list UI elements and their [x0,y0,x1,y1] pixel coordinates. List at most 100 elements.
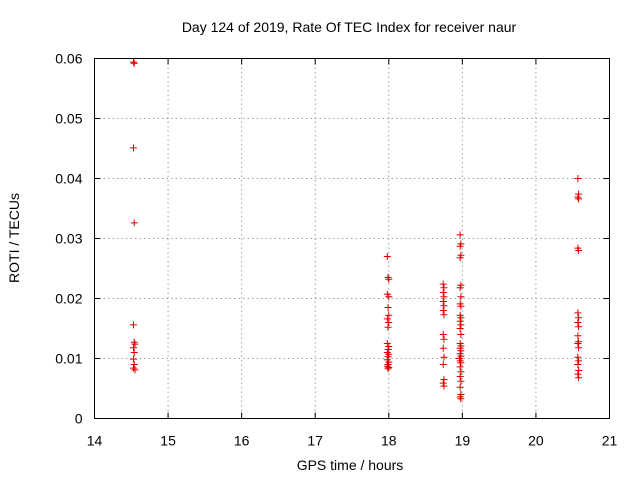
data-point [456,284,464,292]
data-point [574,193,582,201]
data-point [456,373,464,380]
y-tick-label: 0.01 [55,351,82,367]
data-point [457,302,465,310]
data-point [574,361,582,368]
data-point [439,307,447,314]
data-point [385,343,393,350]
data-point [457,331,465,338]
data-point [575,367,583,374]
data-point [456,383,464,391]
data-point [384,353,392,361]
data-point [457,377,465,385]
chart-title: Day 124 of 2019, Rate Of TEC Index for r… [182,19,517,35]
data-point [439,379,447,387]
data-point [440,376,448,383]
y-tick-label: 0.04 [55,171,82,187]
data-point [456,317,464,325]
data-point [131,366,139,374]
data-point [574,370,582,378]
x-tick-label: 16 [234,433,250,449]
data-point [440,382,448,390]
data-point [129,344,137,352]
data-point [575,344,583,352]
data-point [575,314,583,322]
data-point [385,293,393,301]
data-point [440,335,448,343]
data-point [385,275,393,283]
data-point [439,298,447,305]
data-point [129,364,137,372]
data-point [439,361,447,368]
data-point [383,315,391,323]
data-point [384,346,392,353]
data-point [385,311,393,319]
data-point [457,321,465,329]
data-point [575,357,583,365]
data-point [456,325,464,332]
x-axis-label: GPS time / hours [297,457,404,473]
data-point [575,247,583,254]
data-point [457,293,465,301]
data-point [439,344,447,352]
data-point [130,219,138,227]
data-point [440,353,448,361]
y-axis-label: ROTI / TECUs [6,193,22,283]
data-point [384,304,392,311]
x-tick-label: 20 [528,433,544,449]
y-tick-label: 0 [75,411,83,427]
x-axis: 14 15 16 17 18 19 20 21 [87,58,618,449]
data-point [384,323,392,331]
data-point [383,349,391,356]
data-point [129,144,137,152]
data-point [456,363,464,371]
data-point [439,280,447,288]
data-point [384,365,392,373]
data-point [457,395,465,403]
data-point [129,58,137,66]
data-point [456,393,464,401]
x-tick-label: 18 [381,433,397,449]
data-point [575,195,583,203]
data-point [575,338,583,346]
y-tick-label: 0.03 [55,231,82,247]
data-point [575,323,583,331]
data-point [439,289,447,296]
data-point [574,353,582,361]
x-tick-label: 15 [160,433,176,449]
x-tick-label: 17 [307,433,323,449]
y-tick-label: 0.02 [55,291,82,307]
data-point [574,175,582,182]
grid-lines [94,58,610,419]
data-point [457,359,465,367]
x-tick-label: 19 [455,433,471,449]
x-tick-label: 14 [87,433,103,449]
data-point [456,254,464,262]
data-point [457,314,465,322]
y-axis: 0 0.01 0.02 0.03 0.04 0.05 0.06 [55,51,610,427]
data-point [384,274,392,281]
data-point [440,293,448,301]
data-point [383,253,391,260]
data-point [130,59,138,67]
data-point [129,321,137,329]
data-point [440,302,448,310]
data-point [130,349,138,356]
x-tick-label: 21 [602,433,618,449]
data-point [574,332,582,340]
data-point [130,338,138,346]
data-point [575,374,583,382]
data-point [440,311,448,319]
data-point [129,355,137,363]
data-point [385,364,393,371]
data-point [440,284,448,292]
data-point [456,242,464,250]
data-point [439,331,447,338]
data-point [574,319,582,326]
data-points [129,58,583,403]
data-point [130,361,138,368]
data-point [456,231,464,239]
data-point [383,340,391,347]
data-point [457,368,465,376]
y-tick-label: 0.05 [55,111,82,127]
